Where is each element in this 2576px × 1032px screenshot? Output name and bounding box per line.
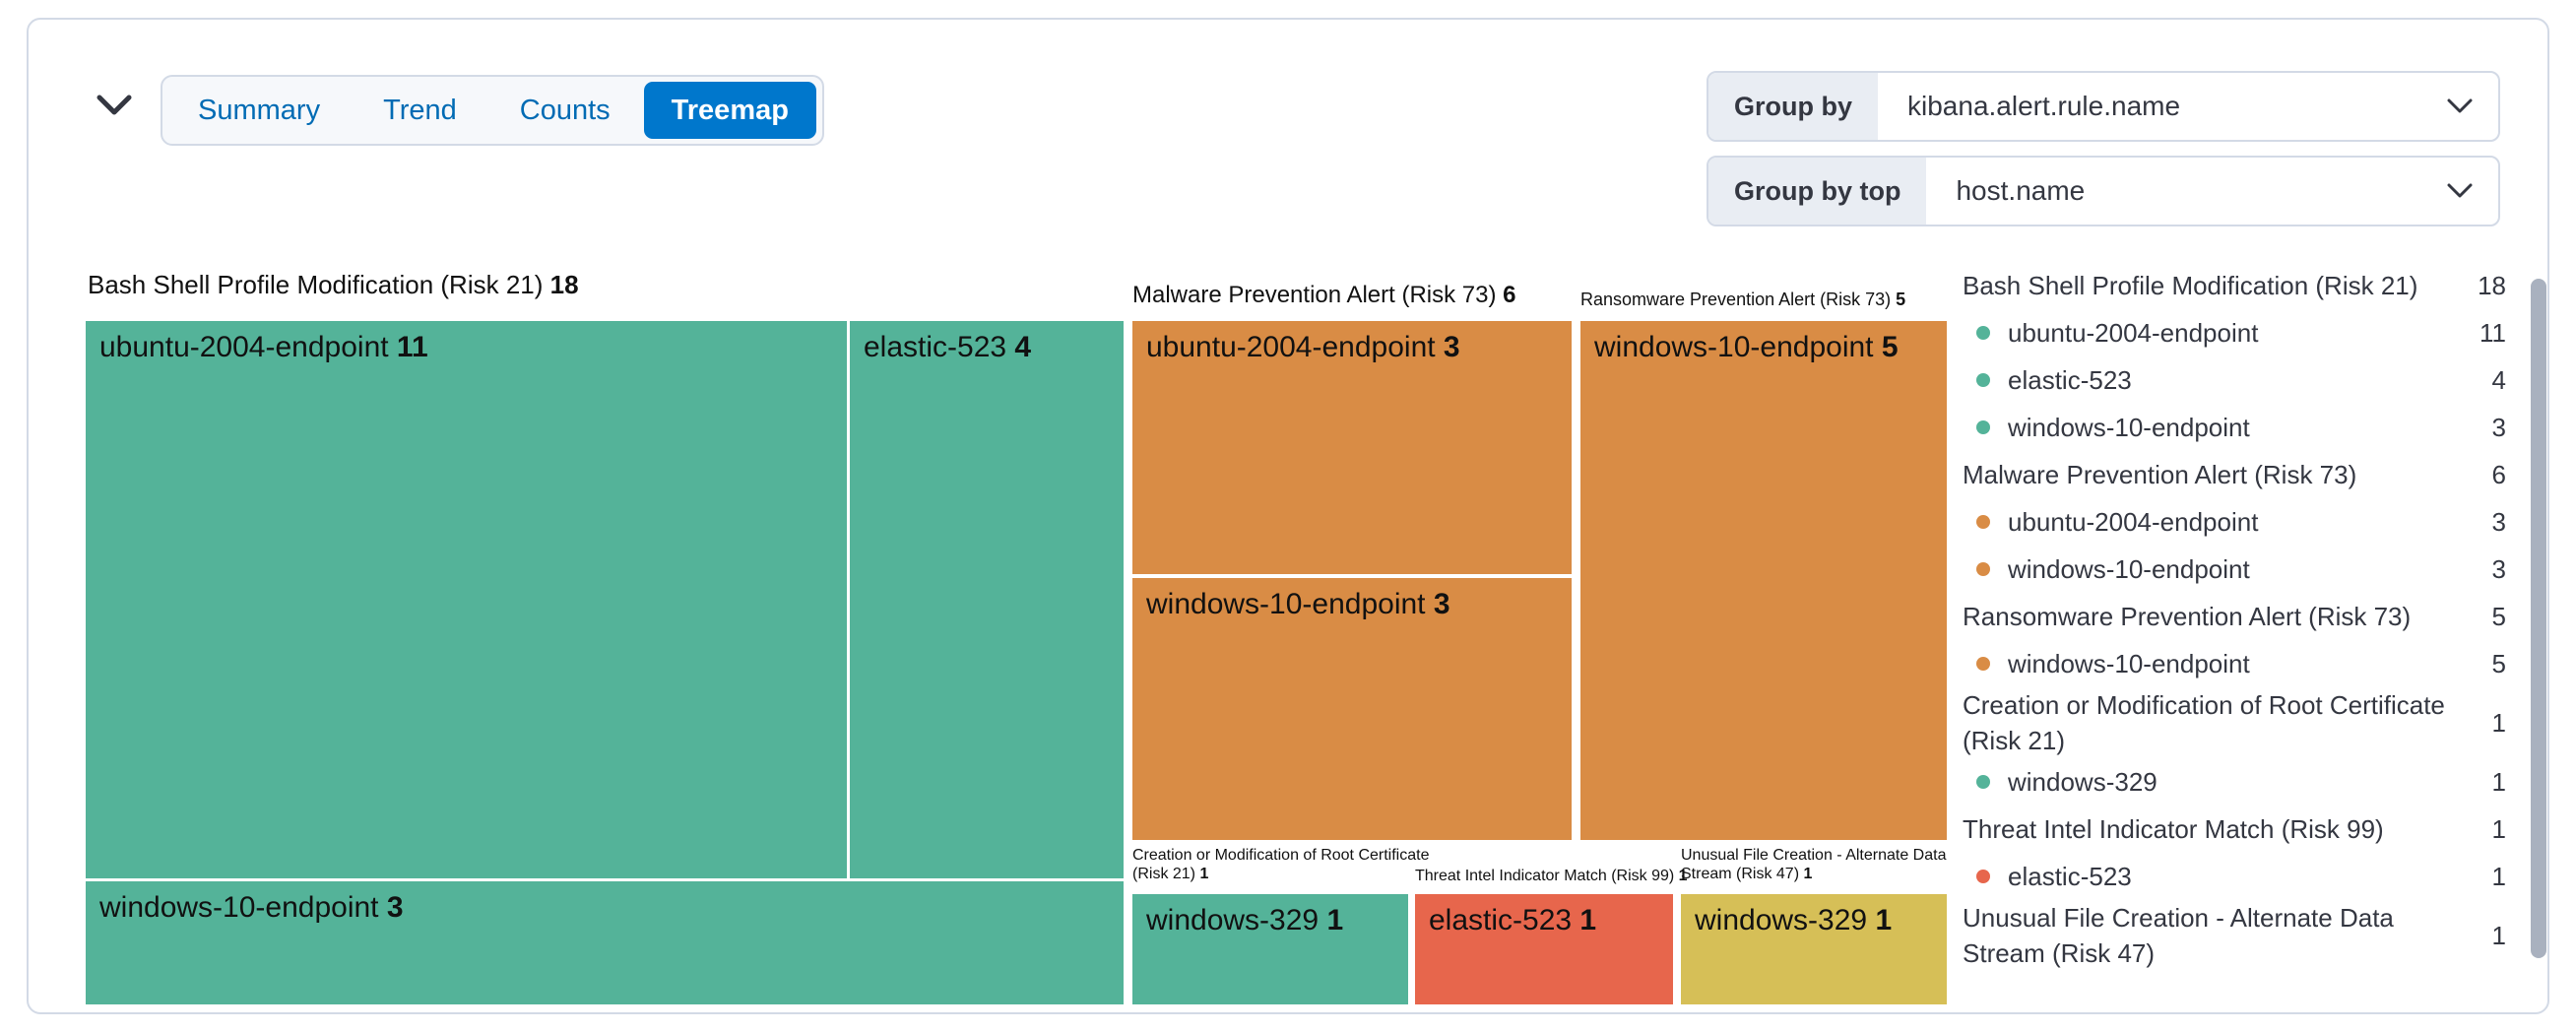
- legend-label: Malware Prevention Alert (Risk 73): [1963, 460, 2357, 489]
- legend-host-row[interactable]: windows-10-endpoint 3: [1963, 404, 2506, 451]
- legend-count: 1: [2491, 861, 2506, 891]
- legend-count: 5: [2491, 648, 2506, 678]
- legend-count: 6: [2491, 459, 2506, 489]
- legend-label: Unusual File Creation - Alternate Data S…: [1963, 903, 2394, 968]
- treemap-tile[interactable]: windows-329 1: [1132, 894, 1408, 1004]
- treemap-tile[interactable]: windows-10-endpoint 5: [1580, 321, 1947, 840]
- alerts-panel: Summary Trend Counts Treemap Group by kiban…: [27, 18, 2549, 1014]
- treemap-tile[interactable]: elastic-523 4: [850, 321, 1124, 878]
- treemap: Bash Shell Profile Modification (Risk 21…: [86, 256, 1947, 1004]
- legend-label: Ransomware Prevention Alert (Risk 73): [1963, 602, 2412, 631]
- legend-host-row[interactable]: windows-10-endpoint 5: [1963, 640, 2506, 687]
- legend-label: elastic-523: [2008, 862, 2132, 891]
- treemap-group-header: Ransomware Prevention Alert (Risk 73) 5: [1580, 290, 1906, 309]
- group-by-top-label: Group by top: [1708, 158, 1927, 225]
- legend-label: windows-329: [2008, 767, 2157, 797]
- tab-counts[interactable]: Counts: [519, 94, 611, 126]
- legend-count: 18: [2478, 270, 2506, 300]
- treemap-tile[interactable]: windows-10-endpoint 3: [86, 881, 1124, 1004]
- legend-bullet-icon: [1976, 420, 1990, 434]
- legend-count: 3: [2491, 553, 2506, 584]
- treemap-tile[interactable]: ubuntu-2004-endpoint 3: [1132, 321, 1572, 574]
- legend-count: 4: [2491, 364, 2506, 395]
- group-by-top-caret[interactable]: [2447, 158, 2498, 225]
- group-by-control[interactable]: Group by kibana.alert.rule.name: [1707, 71, 2500, 142]
- legend-host-row[interactable]: elastic-523 4: [1963, 356, 2506, 404]
- group-by-caret[interactable]: [2447, 73, 2498, 140]
- legend-label: windows-10-endpoint: [2008, 413, 2250, 442]
- legend-scrollbar-thumb[interactable]: [2531, 279, 2546, 958]
- legend-count: 1: [2491, 920, 2506, 950]
- chevron-down-icon: [2447, 183, 2473, 198]
- legend-group-row[interactable]: Ransomware Prevention Alert (Risk 73) 5: [1963, 593, 2506, 640]
- treemap-tile[interactable]: elastic-523 1: [1415, 894, 1673, 1004]
- legend-bullet-icon: [1976, 870, 1990, 883]
- legend-group-row[interactable]: Threat Intel Indicator Match (Risk 99) 1: [1963, 806, 2506, 853]
- treemap-tile[interactable]: windows-329 1: [1681, 894, 1947, 1004]
- legend-bullet-icon: [1976, 326, 1990, 340]
- legend-label: Creation or Modification of Root Certifi…: [1963, 690, 2445, 755]
- legend-group-row[interactable]: Bash Shell Profile Modification (Risk 21…: [1963, 262, 2506, 309]
- tab-treemap[interactable]: Treemap: [643, 82, 816, 139]
- group-by-label: Group by: [1708, 73, 1878, 140]
- legend-group-row[interactable]: Malware Prevention Alert (Risk 73) 6: [1963, 451, 2506, 498]
- legend-bullet-icon: [1976, 775, 1990, 789]
- tab-summary[interactable]: Summary: [198, 94, 321, 126]
- legend-host-row[interactable]: windows-10-endpoint 3: [1963, 546, 2506, 593]
- legend-count: 5: [2491, 601, 2506, 631]
- legend-label: elastic-523: [2008, 365, 2132, 395]
- legend-bullet-icon: [1976, 373, 1990, 387]
- collapse-section-button[interactable]: [88, 79, 141, 132]
- chevron-down-icon: [2447, 98, 2473, 113]
- treemap-legend: Bash Shell Profile Modification (Risk 21…: [1963, 262, 2506, 971]
- treemap-group-header: Threat Intel Indicator Match (Risk 99) 1: [1415, 868, 1688, 884]
- legend-bullet-icon: [1976, 657, 1990, 671]
- legend-count: 3: [2491, 506, 2506, 537]
- tab-trend[interactable]: Trend: [383, 94, 457, 126]
- legend-label: windows-10-endpoint: [2008, 554, 2250, 584]
- treemap-group-header: Bash Shell Profile Modification (Risk 21…: [88, 270, 579, 299]
- legend-host-row[interactable]: ubuntu-2004-endpoint 11: [1963, 309, 2506, 356]
- legend-count: 1: [2491, 766, 2506, 797]
- legend-host-row[interactable]: windows-329 1: [1963, 758, 2506, 806]
- legend-host-row[interactable]: elastic-523 1: [1963, 853, 2506, 900]
- treemap-tile[interactable]: windows-10-endpoint 3: [1132, 578, 1572, 840]
- legend-count: 3: [2491, 412, 2506, 442]
- legend-count: 1: [2491, 707, 2506, 738]
- treemap-group-header: Creation or Modification of Root Certifi…: [1132, 847, 1430, 882]
- treemap-group-header: Malware Prevention Alert (Risk 73) 6: [1132, 282, 1516, 308]
- legend-bullet-icon: [1976, 562, 1990, 576]
- legend-count: 1: [2491, 813, 2506, 844]
- legend-label: Threat Intel Indicator Match (Risk 99): [1963, 814, 2384, 844]
- legend-group-row[interactable]: Unusual File Creation - Alternate Data S…: [1963, 900, 2506, 971]
- treemap-tile[interactable]: ubuntu-2004-endpoint 11: [86, 321, 847, 878]
- legend-count: 11: [2479, 317, 2506, 348]
- legend-group-row[interactable]: Creation or Modification of Root Certifi…: [1963, 687, 2506, 758]
- group-by-top-control[interactable]: Group by top host.name: [1707, 156, 2500, 226]
- group-by-top-value[interactable]: host.name: [1956, 175, 2086, 206]
- group-by-value[interactable]: kibana.alert.rule.name: [1907, 91, 2181, 121]
- legend-label: ubuntu-2004-endpoint: [2008, 507, 2259, 537]
- legend-label: Bash Shell Profile Modification (Risk 21…: [1963, 271, 2418, 300]
- chart-type-button-group: Summary Trend Counts Treemap: [161, 75, 824, 146]
- legend-label: ubuntu-2004-endpoint: [2008, 318, 2259, 348]
- chevron-down-icon: [97, 95, 132, 115]
- legend-bullet-icon: [1976, 515, 1990, 529]
- treemap-group-header: Unusual File Creation - Alternate Data S…: [1681, 847, 1947, 882]
- legend-host-row[interactable]: ubuntu-2004-endpoint 3: [1963, 498, 2506, 546]
- legend-label: windows-10-endpoint: [2008, 649, 2250, 678]
